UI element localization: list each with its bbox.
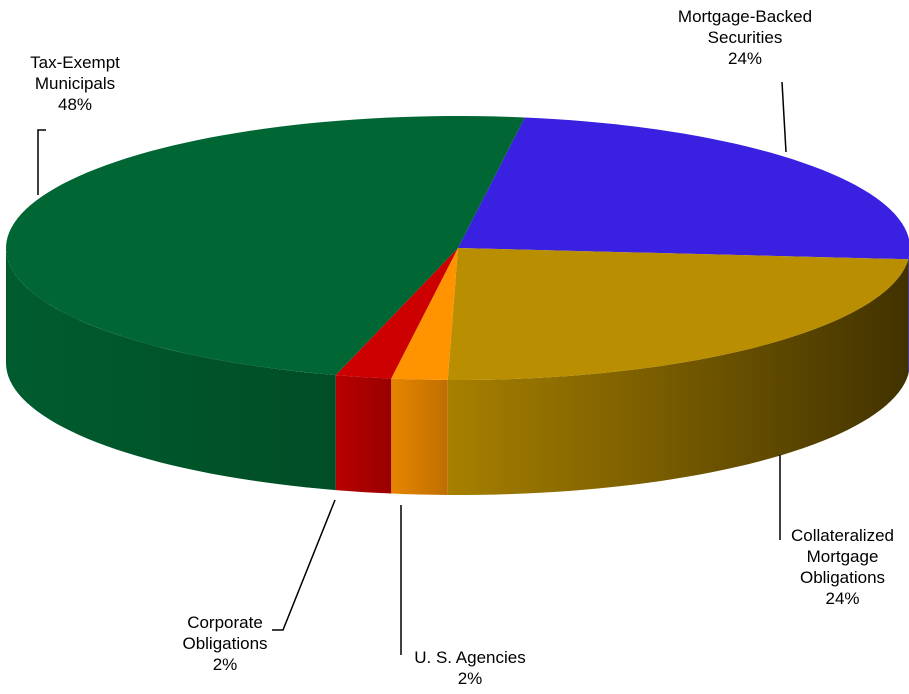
slice-side (391, 378, 448, 495)
data-label: Corporate Obligations 2% (165, 612, 285, 675)
slices (6, 116, 909, 495)
value-label: 2% (457, 669, 483, 688)
leader-line (37, 129, 46, 195)
data-label: Mortgage-Backed Securities 24% (660, 6, 830, 69)
slice-top (6, 116, 525, 376)
pie-slice (6, 116, 525, 491)
category-label: Tax-Exempt Municipals (30, 53, 120, 93)
category-label: Corporate Obligations (182, 613, 268, 653)
leader-line (781, 81, 787, 153)
value-label: 24% (825, 589, 860, 608)
value-label: 2% (212, 655, 238, 674)
pie-slice (391, 248, 458, 495)
slice-top (391, 248, 458, 380)
data-label: Collateralized Mortgage Obligations 24% (775, 525, 909, 609)
slice-top (447, 248, 909, 380)
slice-top (458, 117, 909, 260)
slice-top (335, 248, 458, 379)
slice-side (335, 375, 392, 494)
data-label: U. S. Agencies 2% (390, 647, 550, 689)
data-label: Tax-Exempt Municipals 48% (15, 52, 135, 115)
slice-side (6, 248, 336, 491)
category-label: U. S. Agencies (414, 648, 526, 667)
value-label: 24% (727, 49, 763, 68)
value-label: 48% (57, 95, 93, 114)
category-label: Collateralized Mortgage Obligations (791, 526, 894, 587)
pie-slice (447, 248, 909, 495)
leader-line (272, 499, 336, 631)
slice-side (447, 259, 909, 495)
pie-slice (335, 248, 458, 494)
category-label: Mortgage-Backed Securities (677, 7, 813, 47)
